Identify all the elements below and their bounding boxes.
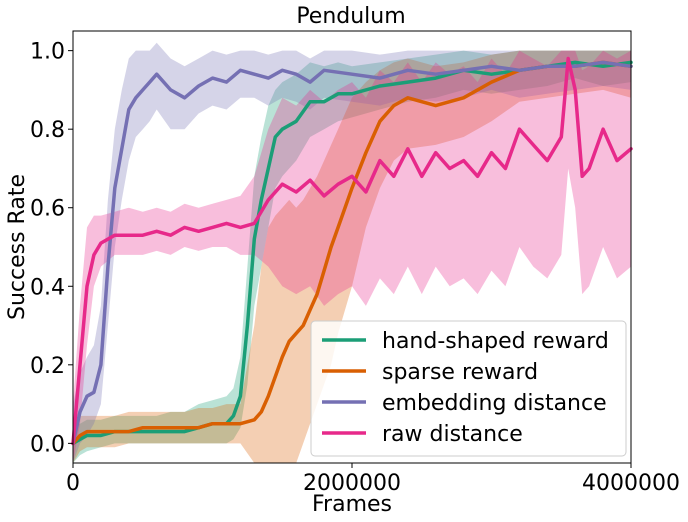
series-lines [71, 56, 633, 446]
y-tick-label: 0.6 [30, 197, 65, 222]
raw-distance-line [71, 56, 633, 446]
y-tick-label: 0.8 [30, 118, 65, 143]
sparse-reward-line [71, 60, 633, 446]
y-tick-label: 0.4 [30, 275, 65, 300]
legend-label: embedding distance [382, 391, 607, 416]
y-tick-label: 1.0 [30, 40, 65, 65]
x-axis-label: Frames [312, 492, 392, 517]
legend-label: raw distance [382, 422, 523, 447]
legend-box [310, 320, 627, 457]
x-tick-label: 4000000 [582, 471, 680, 496]
hand-shaped-reward-band [73, 50, 631, 463]
y-axis-ticks: 0.0 0.2 0.4 0.6 0.8 1.0 [30, 40, 73, 457]
legend-label: hand-shaped reward [382, 329, 609, 354]
legend-items: hand-shaped reward sparse reward embedding… [322, 329, 609, 447]
x-axis-ticks: 0 2000000 4000000 [66, 463, 680, 496]
y-axis-label: Success Rate [5, 174, 30, 320]
x-tick-label: 2000000 [303, 471, 401, 496]
embedding-distance-line [71, 60, 633, 446]
y-tick-label: 0.2 [30, 354, 65, 379]
sparse-reward-band [73, 50, 631, 463]
x-tick-label: 0 [66, 471, 80, 496]
legend: hand-shaped reward sparse reward embedding… [310, 320, 627, 457]
y-tick-label: 0.0 [30, 432, 65, 457]
chart-title: Pendulum [296, 4, 405, 29]
legend-label: sparse reward [382, 360, 538, 385]
